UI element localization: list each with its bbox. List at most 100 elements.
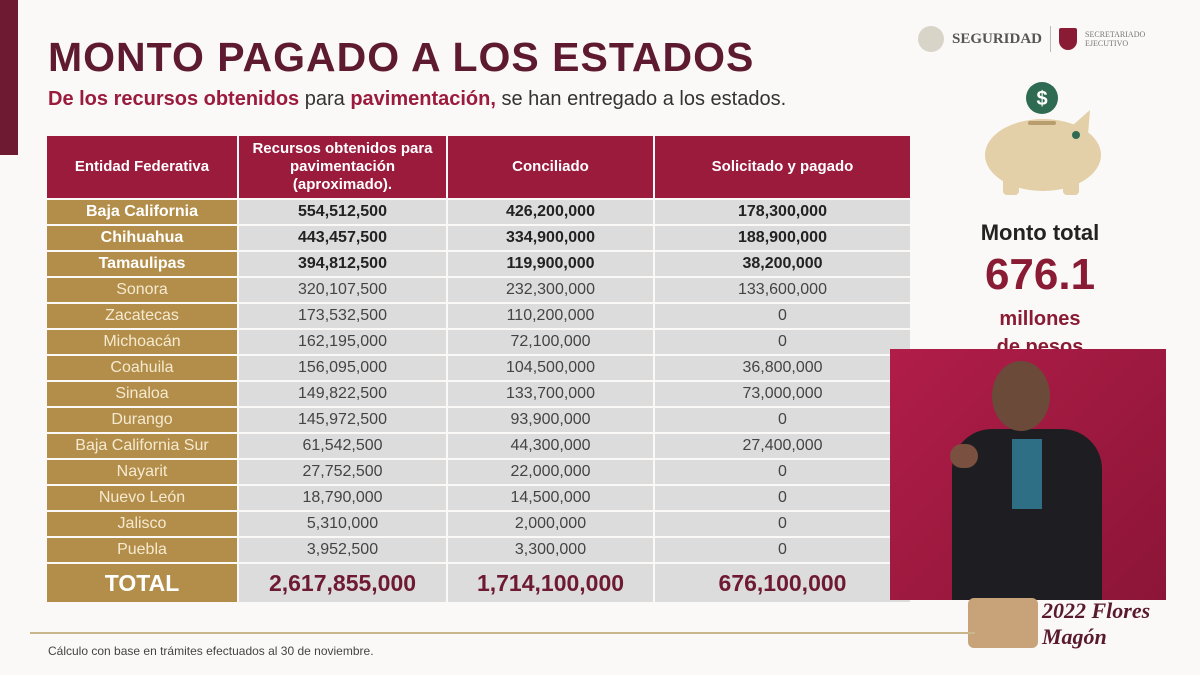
table-row: Sonora 320,107,500 232,300,000 133,600,000 xyxy=(47,278,910,302)
value-cell: 0 xyxy=(655,460,910,484)
value-cell: 0 xyxy=(655,486,910,510)
state-cell: Baja California Sur xyxy=(47,434,237,458)
year-logo-text: 2022 Flores Magón xyxy=(1042,598,1151,649)
value-cell: 162,195,000 xyxy=(239,330,446,354)
table-header-row: Entidad Federativa Recursos obtenidos par… xyxy=(47,136,910,198)
table-row: Puebla 3,952,500 3,300,000 0 xyxy=(47,538,910,562)
value-cell: 156,095,000 xyxy=(239,356,446,380)
table-row: Baja California Sur 61,542,500 44,300,000 2… xyxy=(47,434,910,458)
value-cell: 149,822,500 xyxy=(239,382,446,406)
header-logos: SEGURIDAD SECRETARIADO EJECUTIVO xyxy=(918,26,1157,52)
subtitle-text-1: para xyxy=(299,88,351,110)
year-logo-portrait xyxy=(968,598,1038,648)
summary-label: Monto total xyxy=(980,220,1100,245)
subtitle-bold-1: De los recursos obtenidos xyxy=(48,88,300,110)
page-title: MONTO PAGADO A LOS ESTADOS xyxy=(48,34,755,80)
page-subtitle: De los recursos obtenidos para pavimenta… xyxy=(48,88,786,111)
value-cell: 0 xyxy=(655,538,910,562)
total-label: TOTAL xyxy=(47,564,237,602)
state-cell: Zacatecas xyxy=(47,304,237,328)
table-row: Chihuahua 443,457,500 334,900,000 188,900,0… xyxy=(47,226,910,250)
state-cell: Nuevo León xyxy=(47,486,237,510)
value-cell: 18,790,000 xyxy=(239,486,446,510)
value-cell: 110,200,000 xyxy=(448,304,653,328)
sign-language-interpreter-video xyxy=(890,349,1166,600)
summary-unit-line1: millones xyxy=(999,308,1081,330)
value-cell: 0 xyxy=(655,330,910,354)
state-cell: Durango xyxy=(47,408,237,432)
state-cell: Puebla xyxy=(47,538,237,562)
total-value: 1,714,100,000 xyxy=(448,564,653,602)
value-cell: 38,200,000 xyxy=(655,252,910,276)
table-row: Zacatecas 173,532,500 110,200,000 0 xyxy=(47,304,910,328)
total-value: 676,100,000 xyxy=(655,564,910,602)
logo-secretariado: SECRETARIADO EJECUTIVO xyxy=(1085,30,1146,48)
value-cell: 173,532,500 xyxy=(239,304,446,328)
summary-value: 676.1 xyxy=(984,250,1096,299)
total-row: TOTAL 2,617,855,000 1,714,100,000 676,100,0… xyxy=(47,564,910,602)
value-cell: 145,972,500 xyxy=(239,408,446,432)
value-cell: 93,900,000 xyxy=(448,408,653,432)
table-row: Baja California 554,512,500 426,200,000 178… xyxy=(47,200,910,224)
column-header: Conciliado xyxy=(448,136,653,198)
interpreter-hand xyxy=(950,444,978,468)
svg-text:$: $ xyxy=(1036,88,1047,110)
state-cell: Tamaulipas xyxy=(47,252,237,276)
value-cell: 554,512,500 xyxy=(239,200,446,224)
column-header: Entidad Federativa xyxy=(47,136,237,198)
value-cell: 2,000,000 xyxy=(448,512,653,536)
state-cell: Michoacán xyxy=(47,330,237,354)
subtitle-text-2: se han entregado a los estados. xyxy=(495,88,787,110)
value-cell: 133,600,000 xyxy=(655,278,910,302)
value-cell: 394,812,500 xyxy=(239,252,446,276)
value-cell: 3,952,500 xyxy=(239,538,446,562)
state-cell: Sonora xyxy=(47,278,237,302)
state-cell: Nayarit xyxy=(47,460,237,484)
value-cell: 73,000,000 xyxy=(655,382,910,406)
value-cell: 61,542,500 xyxy=(239,434,446,458)
table-row: Coahuila 156,095,000 104,500,000 36,800,000 xyxy=(47,356,910,380)
footer-divider xyxy=(30,632,975,634)
accent-bar xyxy=(0,0,18,155)
value-cell: 44,300,000 xyxy=(448,434,653,458)
value-cell: 3,300,000 xyxy=(448,538,653,562)
interpreter-head xyxy=(992,361,1050,431)
logo-divider xyxy=(1050,26,1052,52)
value-cell: 178,300,000 xyxy=(655,200,910,224)
table-row: Nayarit 27,752,500 22,000,000 0 xyxy=(47,460,910,484)
interpreter-shirt xyxy=(1012,439,1042,509)
value-cell: 5,310,000 xyxy=(239,512,446,536)
footer-note: Cálculo con base en trámites efectuados … xyxy=(48,644,374,658)
state-cell: Baja California xyxy=(47,200,237,224)
table-row: Durango 145,972,500 93,900,000 0 xyxy=(47,408,910,432)
value-cell: 426,200,000 xyxy=(448,200,653,224)
value-cell: 27,752,500 xyxy=(239,460,446,484)
table-row: Nuevo León 18,790,000 14,500,000 0 xyxy=(47,486,910,510)
state-cell: Sinaloa xyxy=(47,382,237,406)
national-seal-icon xyxy=(918,26,944,52)
value-cell: 119,900,000 xyxy=(448,252,653,276)
value-cell: 0 xyxy=(655,512,910,536)
year-logo: 2022 Flores Magón xyxy=(968,598,1173,653)
value-cell: 334,900,000 xyxy=(448,226,653,250)
value-cell: 36,800,000 xyxy=(655,356,910,380)
state-cell: Coahuila xyxy=(47,356,237,380)
value-cell: 72,100,000 xyxy=(448,330,653,354)
shield-icon xyxy=(1059,28,1078,50)
state-cell: Chihuahua xyxy=(47,226,237,250)
table-row: Sinaloa 149,822,500 133,700,000 73,000,000 xyxy=(47,382,910,406)
table-row: Michoacán 162,195,000 72,100,000 0 xyxy=(47,330,910,354)
column-header: Recursos obtenidos para pavimentación (a… xyxy=(239,136,446,198)
payments-table: Entidad Federativa Recursos obtenidos par… xyxy=(45,134,912,604)
logo-seguridad: SEGURIDAD xyxy=(952,30,1043,47)
value-cell: 320,107,500 xyxy=(239,278,446,302)
value-cell: 14,500,000 xyxy=(448,486,653,510)
value-cell: 133,700,000 xyxy=(448,382,653,406)
value-cell: 104,500,000 xyxy=(448,356,653,380)
total-value: 2,617,855,000 xyxy=(239,564,446,602)
table-row: Jalisco 5,310,000 2,000,000 0 xyxy=(47,512,910,536)
value-cell: 27,400,000 xyxy=(655,434,910,458)
table-row: Tamaulipas 394,812,500 119,900,000 38,200,0… xyxy=(47,252,910,276)
value-cell: 232,300,000 xyxy=(448,278,653,302)
subtitle-bold-2: pavimentación, xyxy=(350,88,496,110)
